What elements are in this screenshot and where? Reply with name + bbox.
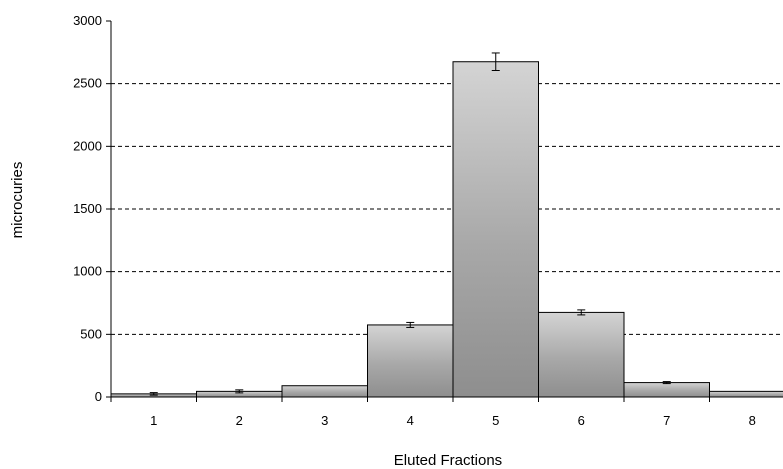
error-bar-4 bbox=[406, 321, 415, 328]
x-tick-labels: 1 2 3 4 5 6 7 8 bbox=[150, 413, 756, 428]
x-axis-title: Eluted Fractions bbox=[394, 452, 502, 469]
y-tick-label: 1000 bbox=[73, 264, 102, 279]
x-tick-label: 5 bbox=[492, 413, 499, 428]
error-bar-2 bbox=[235, 389, 244, 394]
x-tick-label: 6 bbox=[578, 413, 585, 428]
bar-5 bbox=[452, 61, 539, 398]
error-bar-1 bbox=[149, 392, 158, 396]
y-tick-label: 500 bbox=[80, 326, 102, 341]
y-tick-label: 2500 bbox=[73, 76, 102, 91]
x-tick-label: 4 bbox=[407, 413, 414, 428]
y-tick-label: 1500 bbox=[73, 201, 102, 216]
x-tick-label: 2 bbox=[236, 413, 243, 428]
x-tick-label: 7 bbox=[663, 413, 670, 428]
y-tick-label: 3000 bbox=[73, 13, 102, 28]
x-tick-label: 1 bbox=[150, 413, 157, 428]
error-bar-7 bbox=[662, 381, 671, 385]
bar-6 bbox=[538, 311, 625, 398]
error-bars bbox=[149, 52, 671, 396]
y-axis-title: microcuries bbox=[9, 162, 26, 239]
bar-3 bbox=[281, 385, 368, 398]
x-tick-label: 8 bbox=[749, 413, 756, 428]
bar-8 bbox=[709, 390, 783, 398]
x-tick-label: 3 bbox=[321, 413, 328, 428]
y-tick-labels: 0 500 1000 1500 2000 2500 3000 bbox=[73, 13, 102, 404]
bar-4 bbox=[367, 324, 454, 398]
axes bbox=[106, 20, 783, 402]
bars bbox=[110, 61, 783, 398]
gridlines bbox=[111, 83, 783, 335]
bar-7 bbox=[623, 382, 710, 398]
y-tick-label: 0 bbox=[95, 389, 102, 404]
y-tick-label: 2000 bbox=[73, 138, 102, 153]
error-bar-5 bbox=[491, 52, 500, 72]
error-bar-6 bbox=[577, 309, 586, 316]
